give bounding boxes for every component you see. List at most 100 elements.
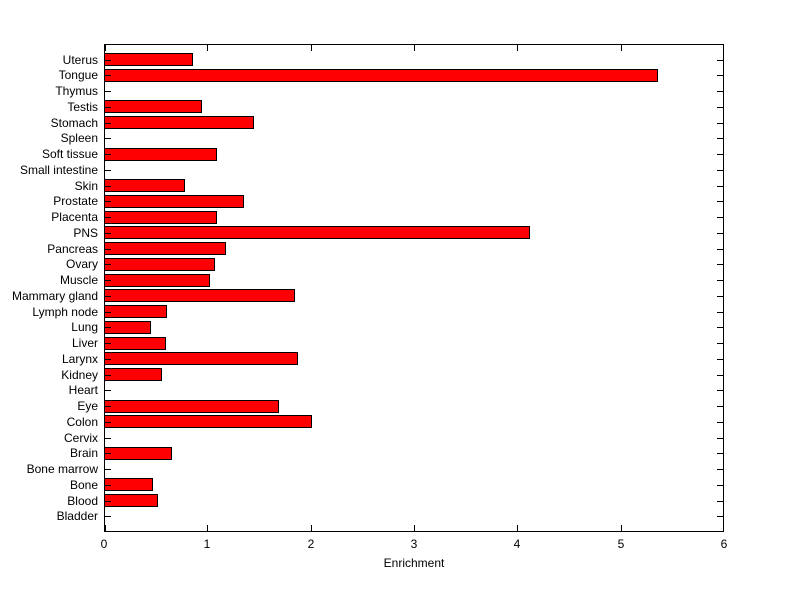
tick-mark [717,60,723,61]
tick-mark [105,45,106,51]
y-tick-label: Spleen [60,131,98,145]
y-tick-label: Skin [74,179,98,193]
tick-mark [105,233,111,234]
bar [104,116,254,129]
bar [104,494,158,507]
x-tick-label: 6 [720,537,728,551]
x-tick-label: 5 [617,537,625,551]
tick-mark [717,453,723,454]
tick-mark [105,312,111,313]
bar [104,274,210,287]
tick-mark [105,485,111,486]
y-tick-label: Tongue [58,68,98,82]
x-tick-label: 4 [513,537,521,551]
tick-mark [207,525,208,531]
bar [104,368,162,381]
x-tick-label: 2 [307,537,315,551]
tick-mark [517,45,518,51]
tick-mark [717,233,723,234]
tick-mark [723,45,724,51]
tick-mark [723,525,724,531]
tick-mark [105,138,111,139]
bar [104,226,530,239]
tick-mark [105,438,111,439]
tick-mark [105,343,111,344]
tick-mark [621,525,622,531]
tick-mark [105,296,111,297]
y-tick-label: Uterus [62,53,98,67]
y-tick-label: Muscle [59,273,98,287]
tick-mark [717,123,723,124]
tick-mark [105,406,111,407]
tick-mark [717,75,723,76]
tick-mark [105,123,111,124]
tick-mark [311,45,312,51]
tick-mark [717,170,723,171]
x-tick-label: 3 [410,537,418,551]
tick-mark [105,75,111,76]
tick-mark [105,60,111,61]
tick-mark [105,453,111,454]
tick-mark [105,516,111,517]
bar [104,337,166,350]
y-tick-label: Larynx [61,352,98,366]
y-tick-label: Colon [66,415,98,429]
tick-mark [105,359,111,360]
tick-mark [717,264,723,265]
y-tick-label: Brain [69,446,98,460]
tick-mark [717,516,723,517]
tick-mark [717,249,723,250]
y-tick-label: Heart [68,383,98,397]
tick-mark [105,280,111,281]
tick-mark [717,312,723,313]
bar [104,305,167,318]
y-tick-label: Testis [67,100,98,114]
tick-mark [105,375,111,376]
y-tick-label: Bone marrow [26,462,98,476]
tick-mark [105,469,111,470]
y-tick-label: Soft tissue [41,147,98,161]
tick-mark [717,406,723,407]
y-tick-label: Lung [71,320,98,334]
y-tick-label: Thymus [55,84,98,98]
tick-mark [717,343,723,344]
y-tick-label: Liver [71,336,98,350]
y-tick-label: Cervix [63,431,98,445]
tick-mark [717,390,723,391]
tick-mark [105,327,111,328]
tick-mark [414,45,415,51]
bar [104,400,279,413]
tick-mark [414,525,415,531]
y-tick-label: Bladder [56,509,98,523]
y-tick-label: Ovary [65,257,98,271]
y-tick-label: Kidney [61,368,98,382]
y-tick-label: Eye [77,399,98,413]
tick-mark [717,469,723,470]
tick-mark [105,249,111,250]
tick-mark [717,280,723,281]
tick-mark [105,186,111,187]
tick-mark [207,45,208,51]
tick-mark [717,186,723,187]
tick-mark [105,501,111,502]
x-axis-title: Enrichment [383,556,445,570]
tick-mark [717,201,723,202]
tick-mark [717,154,723,155]
tick-mark [717,422,723,423]
tick-mark [105,422,111,423]
y-tick-label: Pancreas [47,242,98,256]
bar [104,148,217,161]
tick-mark [717,359,723,360]
tick-mark [105,154,111,155]
bar [104,478,153,491]
tick-mark [717,438,723,439]
tick-mark [717,501,723,502]
x-tick-label: 1 [203,537,211,551]
bar [104,69,658,82]
tick-mark [105,170,111,171]
tick-mark [717,91,723,92]
tick-mark [517,525,518,531]
bar [104,242,226,255]
tick-mark [717,327,723,328]
bar [104,195,244,208]
